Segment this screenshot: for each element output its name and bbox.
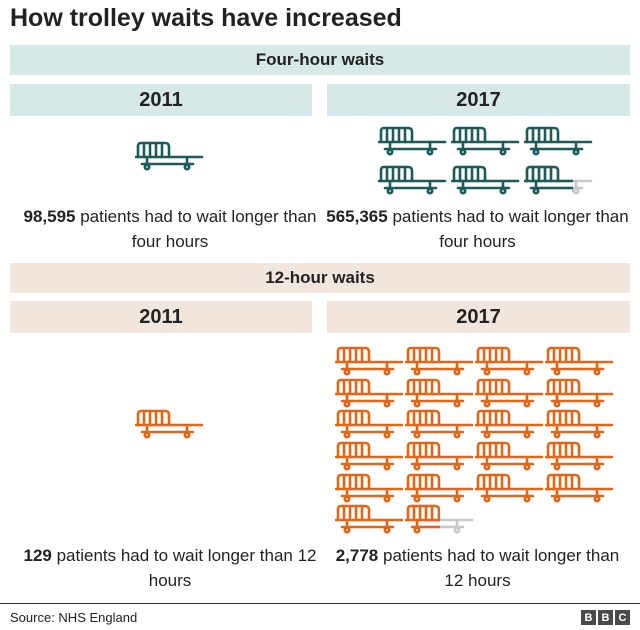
- four-hour-left-caption-text: patients had to wait longer than four ho…: [75, 207, 317, 251]
- bbc-logo-letter: B: [581, 610, 596, 625]
- four-hour-right-caption: 565,365 patients had to wait longer than…: [325, 204, 630, 254]
- trolley-icon: [475, 473, 544, 503]
- four-hour-left-count: 98,595: [23, 207, 76, 226]
- trolley-icon: [451, 126, 520, 156]
- four-hour-heading-bar: Four-hour waits: [10, 45, 630, 75]
- four-hour-right-year: 2017: [456, 88, 501, 111]
- trolley-icon: [378, 165, 447, 195]
- twelve-hour-left-year: 2011: [139, 305, 183, 328]
- twelve-hour-left-caption-text: patients had to wait longer than 12 hour…: [51, 546, 317, 590]
- trolley-icon: [378, 126, 447, 156]
- twelve-hour-right-year-bar: 2017: [327, 301, 630, 333]
- trolley-icon: [545, 473, 614, 503]
- trolley-icon: [545, 410, 614, 439]
- twelve-hour-right-year: 2017: [456, 305, 501, 328]
- trolley-icon: [524, 165, 593, 195]
- trolley-icon: [475, 346, 544, 376]
- twelve-hour-right-caption: 2,778 patients had to wait longer than 1…: [325, 543, 630, 593]
- trolley-icon: [545, 378, 614, 408]
- trolley-icon: [405, 378, 474, 408]
- trolley-icon: [335, 346, 404, 376]
- four-hour-right-caption-text: patients had to wait longer than four ho…: [387, 207, 629, 251]
- twelve-hour-right-caption-text: patients had to wait longer than 12 hour…: [378, 546, 620, 590]
- twelve-hour-heading: 12-hour waits: [265, 268, 375, 287]
- trolley-icon: [135, 141, 204, 171]
- trolley-icon: [335, 378, 404, 408]
- trolley-icon: [475, 378, 544, 408]
- trolley-icon: [545, 441, 614, 471]
- four-hour-left-trolley-group: [135, 140, 205, 180]
- trolley-icon: [335, 410, 404, 439]
- source-text: Source: NHS England: [10, 610, 138, 625]
- trolley-icon: [135, 409, 204, 439]
- four-hour-right-year-bar: 2017: [327, 84, 630, 116]
- twelve-hour-heading-bar: 12-hour waits: [10, 263, 630, 293]
- four-hour-right-trolley-group: [378, 125, 594, 195]
- trolley-icon: [335, 473, 404, 503]
- trolley-icon: [405, 410, 474, 439]
- trolley-icon: [405, 504, 474, 534]
- twelve-hour-right-count: 2,778: [335, 546, 379, 565]
- bbc-logo-letter: B: [598, 610, 613, 625]
- trolley-icon: [335, 504, 404, 534]
- four-hour-left-caption: 98,595 patients had to wait longer than …: [10, 204, 330, 254]
- trolley-icon: [451, 165, 520, 195]
- twelve-hour-left-count: 129: [23, 546, 52, 565]
- twelve-hour-right-trolley-group: [335, 345, 625, 535]
- twelve-hour-left-year-bar: 2011: [10, 301, 312, 333]
- four-hour-left-year: 2011: [139, 88, 183, 111]
- page-title: How trolley waits have increased: [10, 4, 402, 32]
- twelve-hour-left-caption: 129 patients had to wait longer than 12 …: [10, 543, 330, 593]
- four-hour-left-year-bar: 2011: [10, 84, 312, 116]
- trolley-icon: [475, 441, 544, 471]
- trolley-icon: [475, 410, 544, 439]
- trolley-icon: [405, 473, 474, 503]
- trolley-icon: [405, 441, 474, 471]
- twelve-hour-left-trolley-group: [135, 408, 205, 448]
- four-hour-heading: Four-hour waits: [255, 50, 385, 69]
- trolley-icon: [335, 441, 404, 471]
- footer-rule: [0, 603, 640, 604]
- bbc-logo-letter: C: [615, 610, 630, 625]
- trolley-icon: [545, 346, 614, 376]
- four-hour-right-count: 565,365: [326, 207, 388, 226]
- bbc-logo: B B C: [581, 610, 630, 625]
- trolley-icon: [524, 126, 593, 156]
- trolley-icon: [405, 346, 474, 376]
